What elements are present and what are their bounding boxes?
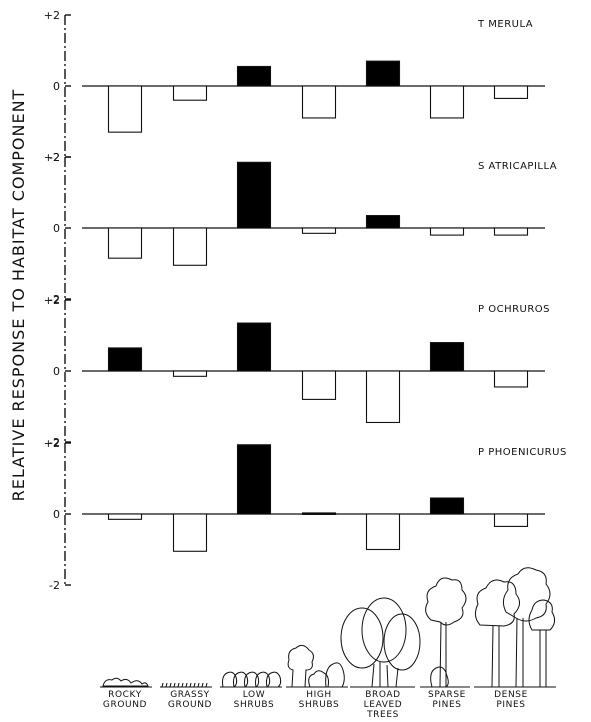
y-axis-label: RELATIVE RESPONSE TO HABITAT COMPONENT	[9, 89, 28, 502]
bar	[301, 85, 337, 119]
bar	[365, 60, 401, 87]
panel-1: +2 0 -2 T MERULA	[44, 9, 545, 164]
bar	[172, 370, 208, 377]
category-label: SPARSE PINES	[428, 690, 466, 710]
sparse-pines-icon	[420, 577, 470, 688]
y-tick-label: +2	[44, 9, 60, 22]
bar	[493, 227, 529, 236]
bar	[236, 444, 272, 515]
category-labels: ROCKY GROUND GRASSY GROUND LOW SHRUBS HIGH SHRU…	[103, 690, 528, 720]
y-tick-label: 0	[53, 80, 60, 93]
bar	[365, 513, 401, 551]
y-tick-label: 0	[53, 508, 60, 521]
bar	[236, 322, 272, 372]
low-shrubs-icon	[220, 671, 282, 688]
y-tick-label: +2	[44, 294, 60, 307]
category-label: LOW SHRUBS	[234, 690, 275, 710]
bar	[107, 227, 143, 259]
bar	[172, 85, 208, 101]
panel-species-label: P OCHRUROS	[478, 304, 550, 315]
dense-pines-icon	[474, 567, 556, 688]
bar	[301, 512, 337, 515]
category-label: DENSE PINES	[494, 690, 528, 710]
bar	[365, 215, 401, 229]
panels: +2 0 -2 T MERULA +2 0 -2 S ATRICAPILLA +2 0 -2 P OC…	[44, 9, 567, 592]
category-label: HIGH SHRUBS	[299, 690, 340, 710]
y-tick-label: -2	[49, 436, 60, 449]
high-shrubs-icon	[286, 644, 348, 688]
category-label: ROCKY GROUND	[103, 690, 147, 710]
rocky-ground-icon	[100, 677, 152, 688]
bar	[493, 85, 529, 99]
panel-2: +2 0 -2 S ATRICAPILLA	[44, 151, 557, 306]
bar	[172, 227, 208, 266]
habitat-illustrations	[100, 567, 556, 688]
y-tick-label: -2	[49, 293, 60, 306]
y-tick-label: +2	[44, 151, 60, 164]
bar	[107, 513, 143, 520]
bar	[429, 497, 465, 515]
bar	[365, 370, 401, 424]
panel-species-label: T MERULA	[477, 19, 533, 30]
bar	[107, 347, 143, 372]
broad-leaved-trees-icon	[340, 597, 421, 688]
grassy-ground-icon	[160, 682, 212, 688]
panel-species-label: S ATRICAPILLA	[478, 161, 557, 172]
panel-3: +2 0 -2 P OCHRUROS	[44, 294, 550, 449]
bar	[301, 227, 337, 234]
bar	[172, 513, 208, 552]
y-tick-label: -2	[49, 151, 60, 164]
bar	[236, 65, 272, 87]
y-tick-label: +2	[44, 437, 60, 450]
category-label: BROAD LEAVED TREES	[364, 690, 403, 720]
bar	[429, 227, 465, 236]
bar	[493, 513, 529, 527]
panel-species-label: P PHOENICURUS	[478, 447, 567, 458]
bar	[493, 370, 529, 388]
bar	[429, 85, 465, 119]
y-tick-label: 0	[53, 365, 60, 378]
bar	[429, 342, 465, 372]
bar	[236, 161, 272, 229]
bar	[107, 85, 143, 133]
y-tick-label: 0	[53, 222, 60, 235]
panel-4: +2 0 -2 P PHOENICURUS	[44, 437, 567, 592]
y-tick-label: -2	[49, 579, 60, 592]
category-label: GRASSY GROUND	[168, 690, 212, 710]
bar	[301, 370, 337, 400]
